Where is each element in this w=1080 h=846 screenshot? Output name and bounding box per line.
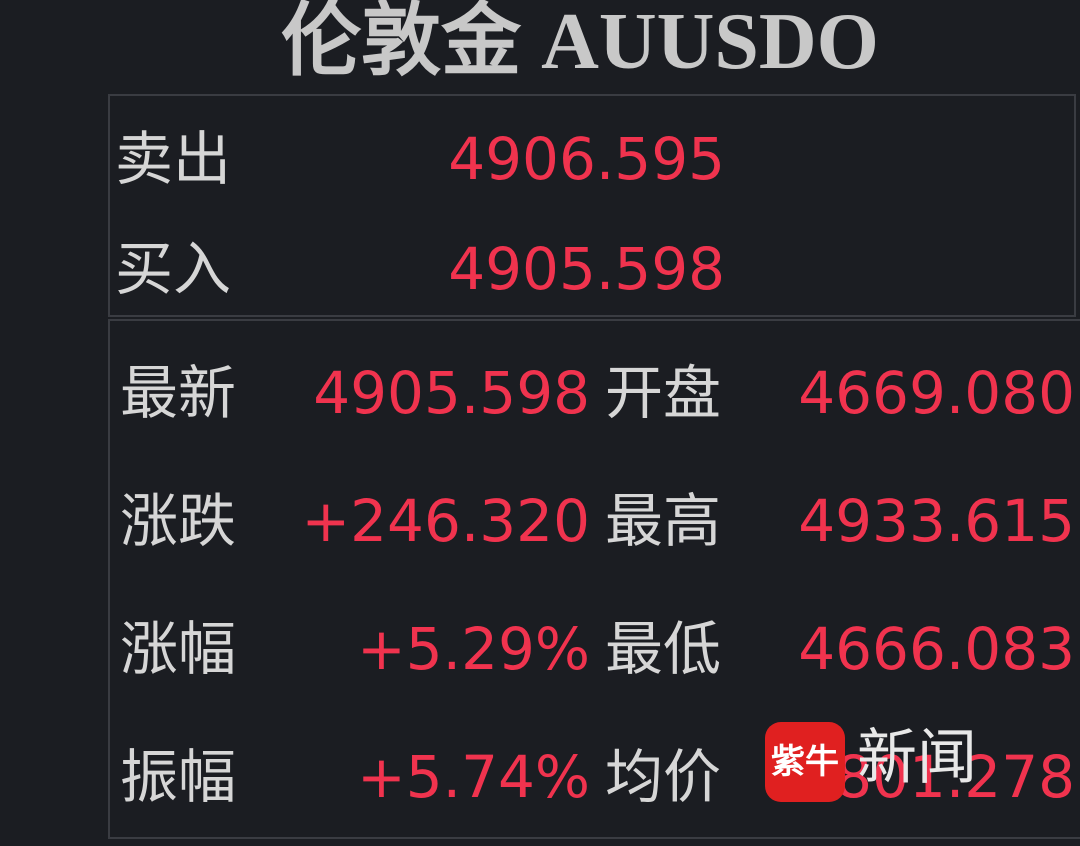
stat-label: 最低 xyxy=(605,615,722,683)
stat-label: 开盘 xyxy=(605,359,722,427)
stat-label: 涨跌 xyxy=(120,487,237,555)
quote-label: 卖出 xyxy=(115,125,232,193)
quote-value: 4906.595 xyxy=(448,125,725,193)
stat-value: 4669.080 xyxy=(798,359,1075,427)
stat-label: 涨幅 xyxy=(120,615,237,683)
watermark-text: 新闻 xyxy=(857,723,977,793)
watermark-logo: 紫牛 xyxy=(765,722,845,802)
stat-label: 均价 xyxy=(605,743,722,811)
stat-value: +5.29% xyxy=(357,615,590,683)
quote-label: 买入 xyxy=(115,235,232,303)
stat-value: +5.74% xyxy=(357,743,590,811)
quote-value: 4905.598 xyxy=(448,235,725,303)
stats-box xyxy=(108,319,1080,839)
stat-value: +246.320 xyxy=(301,487,590,555)
stat-value: 4905.598 xyxy=(313,359,590,427)
stat-value: 4666.083 xyxy=(798,615,1075,683)
title: 伦敦金 AUUSDO xyxy=(281,0,879,86)
quote-box xyxy=(108,94,1076,317)
stat-value: 4933.615 xyxy=(798,487,1075,555)
stat-label: 最新 xyxy=(120,359,237,427)
stat-label: 最高 xyxy=(605,487,722,555)
stat-label: 振幅 xyxy=(120,743,237,811)
